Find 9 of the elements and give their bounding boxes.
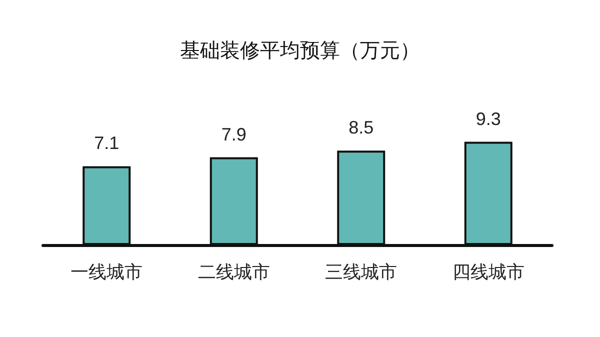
data-label: 7.9 (221, 124, 246, 144)
data-label: 9.3 (476, 108, 501, 129)
x-tick-label: 四线城市 (452, 262, 524, 282)
chart-title: 基础装修平均预算（万元） (180, 40, 420, 62)
x-tick-label: 二线城市 (198, 262, 270, 282)
data-label: 8.5 (348, 118, 374, 138)
x-tick-label: 一线城市 (70, 262, 143, 282)
x-tick-label: 三线城市 (325, 262, 398, 282)
data-label: 7.1 (94, 133, 120, 154)
